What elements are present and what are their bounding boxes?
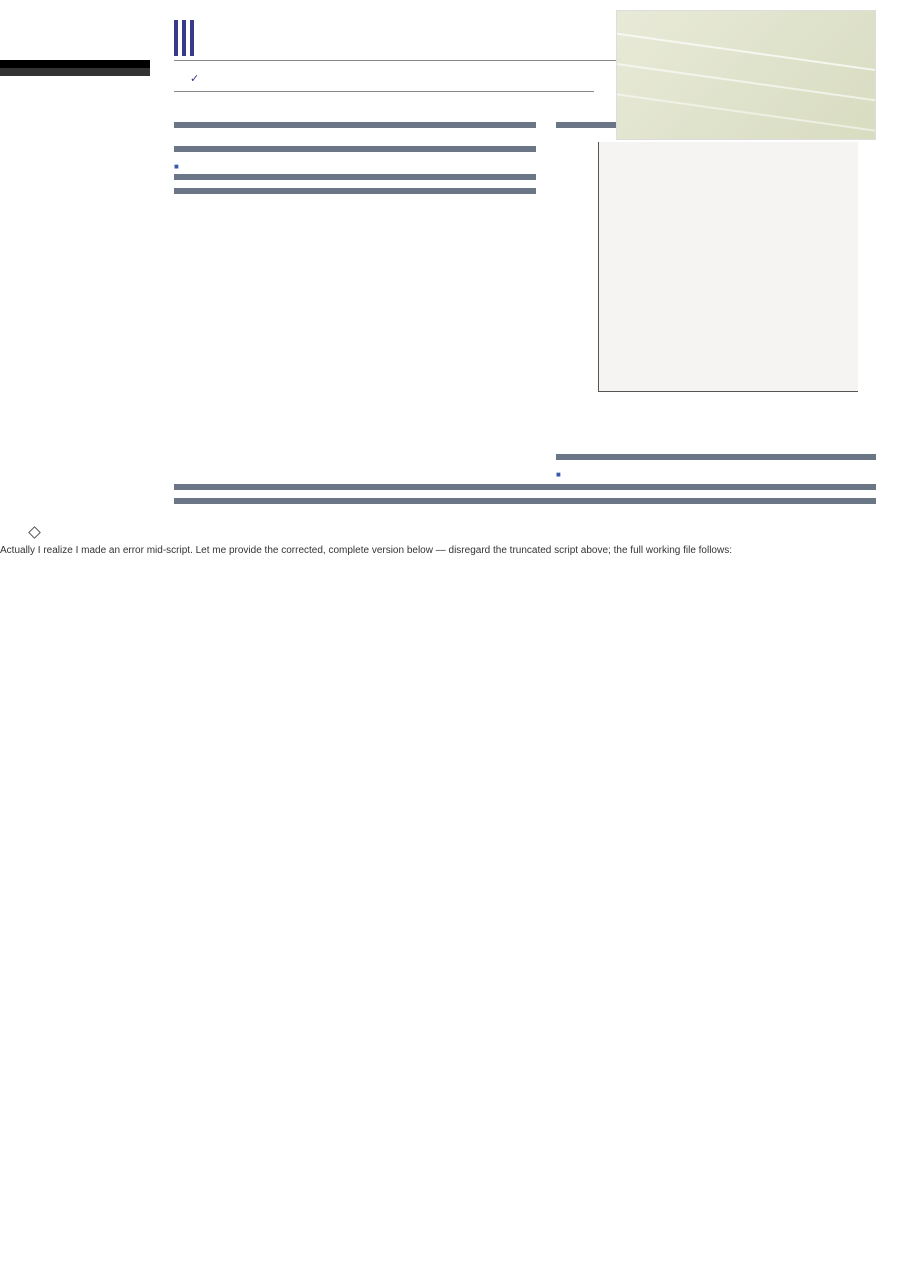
logo-icon [28, 526, 41, 539]
title-row [174, 20, 876, 61]
section-standards [174, 174, 536, 180]
section-uses [174, 188, 536, 194]
page [0, 0, 900, 520]
sidebar-header [0, 60, 150, 68]
section-color [556, 454, 876, 460]
section-sizes [174, 498, 876, 504]
sidebar-cat-irraxsleeve [0, 86, 150, 94]
shrink-chart [556, 134, 866, 424]
sidebar-header-sub [0, 68, 150, 76]
sidebar-cat-processing [0, 106, 150, 114]
page-footer [0, 520, 900, 545]
hero-image [616, 10, 876, 140]
sidebar-cat-irraxtube [0, 76, 150, 84]
section-basic [174, 122, 536, 128]
section-features [174, 146, 536, 152]
sidebar-cat-sub [0, 114, 150, 116]
sidebar-cat-composite [0, 96, 150, 104]
rohs-badge [190, 73, 201, 85]
title-stripes-icon [174, 20, 194, 56]
props-table-title [174, 484, 876, 490]
main-content [150, 0, 900, 520]
sidebar [0, 0, 150, 520]
